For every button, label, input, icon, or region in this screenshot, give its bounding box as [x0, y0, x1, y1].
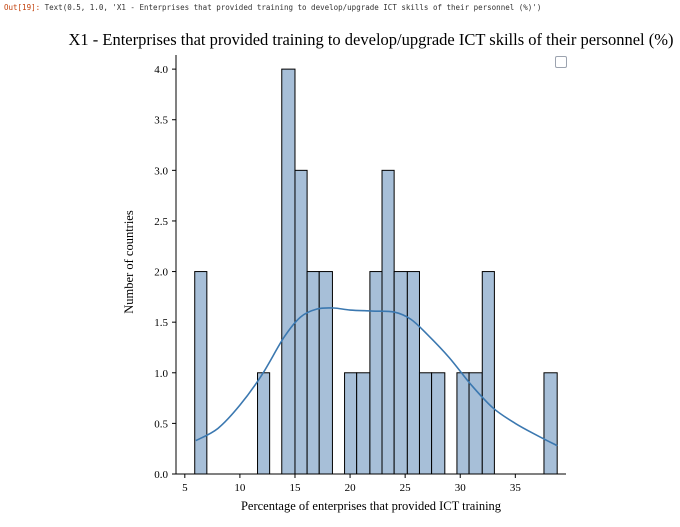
y-tick-label-3: 1.5: [154, 317, 168, 329]
histogram-bar-15: [468, 372, 483, 475]
copy-icon[interactable]: [555, 56, 567, 68]
histogram-bar-8: [369, 271, 383, 475]
histogram-bar-10: [393, 271, 408, 475]
x-tick-label-5: 30: [455, 482, 467, 494]
x-tick-label-0: 5: [182, 482, 188, 494]
y-tick-label-1: 0.5: [154, 418, 168, 430]
x-tick-label-1: 10: [234, 482, 246, 494]
histogram-bar-1: [257, 372, 271, 475]
y-tick-label-8: 4.0: [154, 64, 168, 76]
histogram-bar-0: [194, 271, 208, 475]
y-axis-label: Number of countries: [122, 210, 136, 314]
histogram-bar-6: [344, 372, 358, 475]
y-tick-label-5: 2.5: [154, 216, 168, 228]
histogram-bar-17: [543, 372, 558, 475]
chart-title: X1 - Enterprises that provided training …: [68, 30, 673, 49]
y-tick-label-6: 3.0: [154, 165, 168, 177]
output-prompt: Out[19]:: [4, 3, 41, 12]
histogram-bar-16: [481, 271, 495, 475]
histogram-bar-11: [406, 271, 420, 475]
axes-group: 5 10 15 20 25 30 35 0.0 0.5 1.0 1.5 2.0 2.5 3.0 3.5 4.0: [154, 55, 566, 494]
bars-group: [194, 68, 558, 475]
y-tick-label-0: 0.0: [154, 469, 168, 481]
y-tick-label-7: 3.5: [154, 115, 168, 127]
histogram-bar-13: [431, 372, 446, 475]
x-axis-label: Percentage of enterprises that provided …: [241, 499, 502, 513]
y-tick-label-4: 2.0: [154, 267, 168, 279]
histogram-bar-9: [381, 169, 395, 475]
output-text: Text(0.5, 1.0, 'X1 - Enterprises that pr…: [44, 3, 542, 12]
histogram-bar-14: [456, 372, 470, 475]
histogram-bar-4: [306, 271, 320, 475]
x-tick-label-2: 15: [289, 482, 301, 494]
histogram-bar-2: [281, 68, 296, 475]
histogram-bar-12: [418, 372, 433, 475]
kde-curve: [195, 307, 558, 447]
x-tick-label-4: 25: [400, 482, 412, 494]
x-tick-label-6: 35: [510, 482, 522, 494]
histogram-bar-3: [294, 169, 308, 475]
histogram-bar-5: [318, 271, 333, 475]
histogram-bar-7: [356, 372, 371, 475]
y-tick-label-2: 1.0: [154, 368, 168, 380]
cell-output-line: Out[19]: Text(0.5, 1.0, 'X1 - Enterprise…: [4, 3, 541, 12]
x-tick-label-3: 20: [345, 482, 357, 494]
